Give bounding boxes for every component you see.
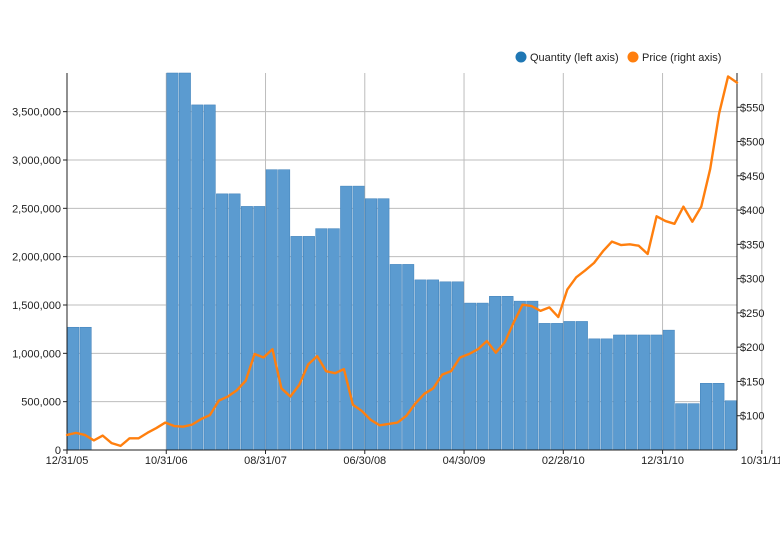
right-tick-label: $350 <box>740 239 764 251</box>
right-tick-label: $450 <box>740 171 764 183</box>
quantity-bar <box>513 300 526 451</box>
quantity-bar <box>365 198 377 451</box>
quantity-bar <box>427 279 439 451</box>
quantity-bar <box>551 323 564 451</box>
quantity-bar <box>588 338 601 451</box>
left-tick-label: 1,500,000 <box>12 300 61 312</box>
left-tick-label: 1,000,000 <box>12 348 61 360</box>
quantity-bar <box>613 334 626 451</box>
quantity-bar <box>253 206 266 451</box>
left-tick-label: 3,500,000 <box>12 107 61 119</box>
quantity-bar <box>563 321 576 451</box>
quantity-bar <box>414 279 427 451</box>
quantity-bar <box>402 264 415 451</box>
quantity-bar <box>240 206 253 451</box>
gridlines <box>66 73 763 450</box>
quantity-bar <box>191 104 204 451</box>
quantity-bar <box>625 334 638 451</box>
quantity-bar <box>724 400 737 451</box>
quantity-bar <box>675 403 688 451</box>
right-tick-label: $100 <box>740 411 764 423</box>
quantity-bar <box>650 334 663 451</box>
quantity-bar <box>166 72 179 451</box>
legend: Quantity (left axis) Price (right axis) <box>515 51 721 64</box>
quantity-bar <box>228 193 241 451</box>
quantity-bar <box>501 296 514 451</box>
x-tick-label: 10/31/11 <box>741 455 780 467</box>
quantity-bar <box>79 326 92 451</box>
quantity-bar <box>700 383 712 451</box>
left-tick-label: 2,500,000 <box>12 203 61 215</box>
right-tick-label: $150 <box>740 376 764 388</box>
x-tick-label: 04/30/09 <box>443 455 486 467</box>
quantity-bar <box>575 321 588 451</box>
right-tick-label: $250 <box>740 308 764 320</box>
quantity-bar <box>265 169 278 451</box>
right-tick-label: $400 <box>740 205 764 217</box>
right-tick-label: $200 <box>740 342 764 354</box>
quantity-bar <box>278 169 291 451</box>
x-tick-label: 08/31/07 <box>244 455 287 467</box>
x-tick-label: 12/31/10 <box>641 455 684 467</box>
left-tick-label: 500,000 <box>21 397 61 409</box>
quantity-bar <box>216 193 229 451</box>
left-tick-label: 3,000,000 <box>12 155 61 167</box>
quantity-bar <box>315 228 328 451</box>
quantity-bar <box>600 338 613 451</box>
quantity-bars <box>67 72 737 451</box>
quantity-bar <box>712 383 725 451</box>
quantity-bar <box>327 228 340 451</box>
quantity-bar <box>203 104 216 451</box>
quantity-bar <box>67 326 80 451</box>
quantity-bar <box>290 236 303 451</box>
quantity-bar <box>340 185 353 451</box>
price-line <box>65 75 739 448</box>
right-tick-label: $500 <box>740 137 764 149</box>
right-tick-label: $300 <box>740 274 764 286</box>
legend-label: Price (right axis) <box>642 52 721 64</box>
quantity-bar <box>178 72 191 451</box>
quantity-bar <box>687 403 700 451</box>
quantity-bar <box>637 334 650 451</box>
legend-label: Quantity (left axis) <box>530 52 619 64</box>
x-tick-label: 06/30/08 <box>343 455 386 467</box>
quantity-bar <box>526 300 539 451</box>
quantity-bar <box>464 302 477 451</box>
legend-marker <box>627 51 639 63</box>
quantity-bar <box>476 302 489 451</box>
quantity-bar <box>439 281 452 451</box>
legend-marker <box>515 51 527 63</box>
x-tick-label: 02/28/10 <box>542 455 585 467</box>
left-tick-label: 0 <box>55 445 61 457</box>
quantity-bar <box>302 236 315 451</box>
left-tick-label: 2,000,000 <box>12 252 61 264</box>
quantity-bar <box>662 329 675 451</box>
x-tick-label: 10/31/06 <box>145 455 188 467</box>
tick-labels: 0 500,000 1,000,000 1,500,000 2,000,000 2,500… <box>12 102 780 467</box>
price-line-group <box>65 75 739 448</box>
x-tick-label: 12/31/05 <box>46 455 89 467</box>
quantity-bar <box>489 296 502 451</box>
quantity-bar <box>538 323 551 451</box>
axes <box>63 73 763 454</box>
quantity-bar <box>377 198 390 451</box>
right-tick-label: $550 <box>740 102 764 114</box>
